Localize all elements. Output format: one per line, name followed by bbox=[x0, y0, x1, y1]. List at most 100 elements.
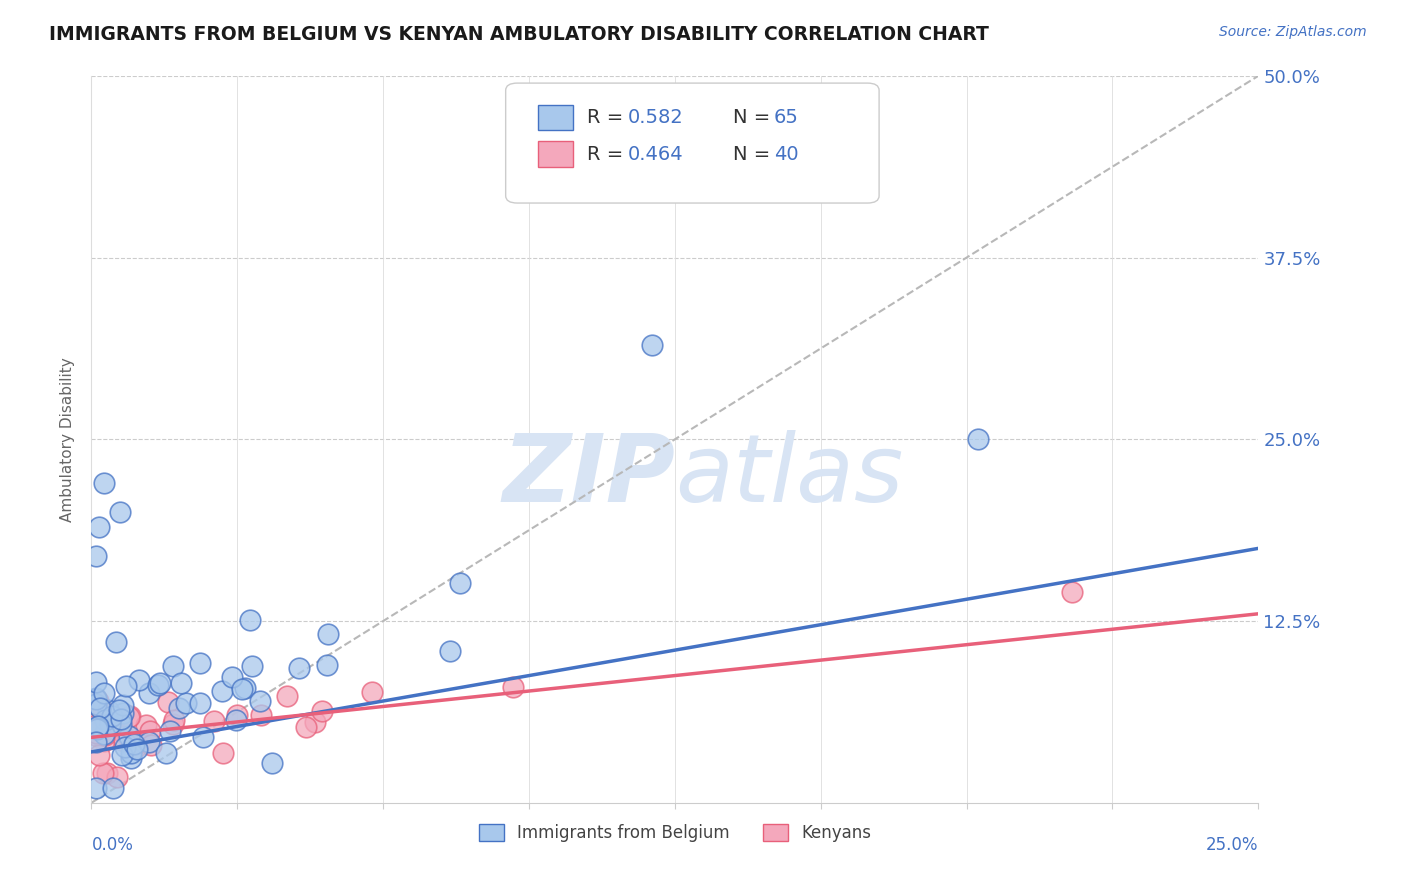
Point bbox=[84, 735, 107, 749]
Point bbox=[167, 700, 190, 714]
Point bbox=[118, 729, 141, 743]
Point bbox=[311, 705, 333, 719]
Point bbox=[86, 726, 108, 740]
Point bbox=[114, 679, 136, 693]
Point bbox=[105, 771, 128, 785]
Point bbox=[84, 690, 107, 705]
Text: Source: ZipAtlas.com: Source: ZipAtlas.com bbox=[1219, 25, 1367, 39]
Point bbox=[84, 697, 107, 711]
Point bbox=[93, 475, 115, 490]
Point bbox=[115, 729, 138, 743]
Point bbox=[139, 738, 162, 752]
Point bbox=[91, 766, 114, 780]
Point bbox=[640, 338, 662, 352]
Point bbox=[295, 720, 318, 734]
Point bbox=[108, 505, 131, 519]
Point bbox=[110, 723, 132, 738]
Point bbox=[276, 689, 298, 703]
Point bbox=[84, 725, 107, 739]
Point bbox=[87, 747, 110, 762]
Point bbox=[120, 746, 142, 760]
Point bbox=[304, 714, 326, 729]
Text: 40: 40 bbox=[775, 145, 799, 164]
Point bbox=[439, 644, 461, 658]
Point bbox=[146, 678, 169, 692]
Point bbox=[226, 708, 249, 723]
Point bbox=[212, 746, 235, 760]
Point bbox=[108, 702, 131, 716]
Text: 0.464: 0.464 bbox=[628, 145, 683, 164]
Point bbox=[170, 675, 193, 690]
Point bbox=[138, 735, 160, 749]
Point bbox=[91, 703, 114, 717]
Point bbox=[84, 691, 107, 706]
Point bbox=[250, 708, 273, 723]
Point bbox=[89, 519, 111, 533]
Point bbox=[98, 707, 121, 722]
Point bbox=[316, 627, 339, 641]
Point bbox=[1060, 585, 1083, 599]
Point bbox=[84, 675, 107, 690]
Point bbox=[502, 681, 524, 695]
Point bbox=[100, 709, 122, 723]
Point bbox=[93, 713, 115, 727]
Point bbox=[87, 719, 110, 733]
Point bbox=[84, 549, 107, 563]
Point bbox=[124, 738, 146, 752]
Point bbox=[105, 635, 128, 649]
Point bbox=[157, 695, 180, 709]
Point bbox=[112, 734, 135, 748]
Point bbox=[86, 722, 108, 736]
Point bbox=[122, 738, 145, 752]
Point bbox=[221, 670, 243, 684]
Point bbox=[125, 739, 148, 754]
Bar bbox=[538, 105, 574, 130]
Point bbox=[84, 781, 107, 796]
Point bbox=[211, 683, 233, 698]
Y-axis label: Ambulatory Disability: Ambulatory Disability bbox=[60, 357, 76, 522]
Point bbox=[86, 729, 108, 743]
Text: R =: R = bbox=[588, 145, 630, 164]
Point bbox=[316, 657, 339, 672]
Point bbox=[967, 432, 990, 446]
Point bbox=[93, 727, 115, 741]
Point bbox=[97, 703, 120, 717]
Text: N =: N = bbox=[734, 145, 776, 164]
Point bbox=[191, 730, 214, 744]
FancyBboxPatch shape bbox=[506, 83, 879, 203]
Point bbox=[288, 661, 311, 675]
Point bbox=[96, 765, 118, 780]
Point bbox=[93, 734, 115, 748]
Point bbox=[114, 739, 136, 754]
Point bbox=[86, 720, 108, 734]
Point bbox=[104, 715, 127, 730]
Point bbox=[155, 746, 177, 760]
Text: 25.0%: 25.0% bbox=[1206, 836, 1258, 854]
Point bbox=[98, 717, 121, 731]
Point bbox=[162, 659, 184, 673]
Point bbox=[94, 728, 117, 742]
Text: R =: R = bbox=[588, 108, 630, 127]
Point bbox=[233, 681, 256, 695]
Point bbox=[93, 686, 115, 700]
Point bbox=[239, 613, 262, 627]
Point bbox=[188, 696, 211, 710]
Bar bbox=[538, 141, 574, 167]
Point bbox=[225, 714, 247, 728]
Text: 0.0%: 0.0% bbox=[91, 836, 134, 854]
Point bbox=[111, 698, 134, 713]
Text: N =: N = bbox=[734, 108, 776, 127]
Point bbox=[138, 686, 160, 700]
Point bbox=[118, 710, 141, 724]
Point bbox=[162, 716, 184, 731]
Point bbox=[84, 718, 107, 732]
Point bbox=[100, 707, 122, 722]
Point bbox=[188, 656, 211, 670]
Point bbox=[103, 781, 125, 796]
Text: 0.582: 0.582 bbox=[628, 108, 683, 127]
Point bbox=[148, 675, 170, 690]
Point bbox=[260, 756, 283, 770]
Point bbox=[87, 694, 110, 708]
Point bbox=[87, 700, 110, 714]
Point bbox=[163, 713, 186, 727]
